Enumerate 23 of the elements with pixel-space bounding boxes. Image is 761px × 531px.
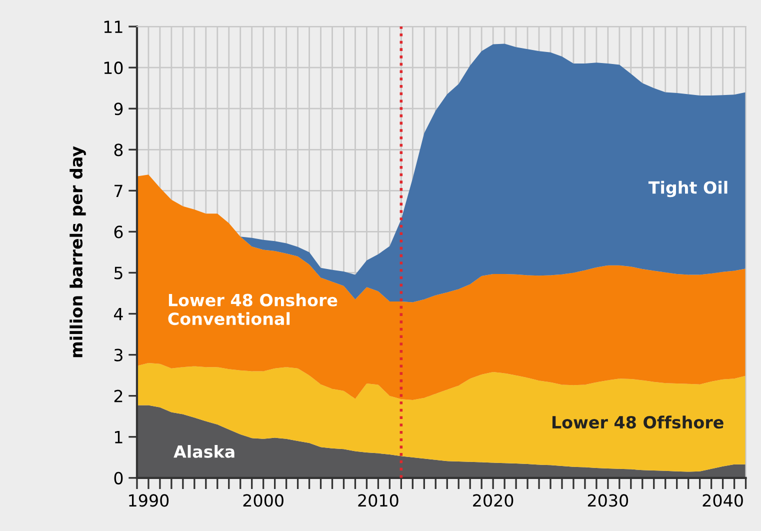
series-label: Lower 48 Onshore Conventional xyxy=(168,294,338,326)
y-tick-label: 10 xyxy=(104,62,123,74)
y-tick-label: 4 xyxy=(114,308,123,320)
series-label: Alaska xyxy=(174,445,234,458)
y-tick-label: 1 xyxy=(115,431,122,444)
x-tick-label: 2030 xyxy=(588,494,628,507)
x-tick-label: 2010 xyxy=(358,494,398,507)
y-tick-label: 0 xyxy=(114,472,123,484)
x-tick-label: 2020 xyxy=(473,494,514,507)
y-tick-label: 8 xyxy=(114,144,123,156)
y-tick-label: 2 xyxy=(114,390,122,402)
x-tick-label: 1990 xyxy=(129,494,169,507)
y-tick-label: 3 xyxy=(114,348,122,362)
y-tick-label: 5 xyxy=(114,266,122,280)
series-label: Tight Oil xyxy=(648,180,728,198)
x-tick-label: 2000 xyxy=(243,494,284,507)
y-tick-label: 9 xyxy=(114,102,123,116)
y-tick-label: 11 xyxy=(104,20,122,33)
x-tick-label: 2040 xyxy=(702,494,743,507)
y-axis-title: million barrels per day xyxy=(70,146,86,358)
series-label: Lower 48 Offshore xyxy=(552,416,724,429)
y-tick-label: 6 xyxy=(114,226,123,238)
y-tick-label: 7 xyxy=(114,184,122,198)
